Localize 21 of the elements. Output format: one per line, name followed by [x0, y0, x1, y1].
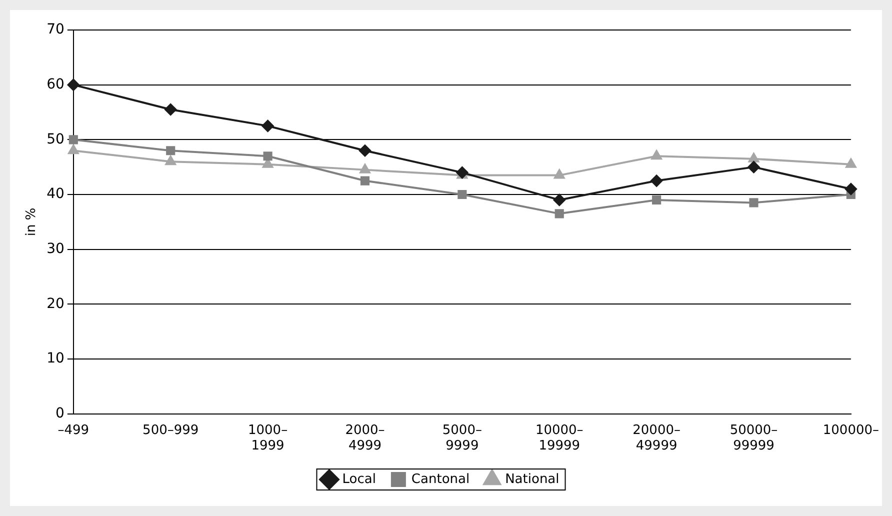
y-tick-label: 50 — [46, 131, 64, 148]
legend-label: National — [505, 472, 560, 487]
y-tick-label: 30 — [46, 240, 64, 257]
y-tick-label: 20 — [46, 296, 64, 312]
x-tick-label: –499 — [58, 422, 90, 438]
legend-label: Local — [342, 472, 376, 487]
x-tick-label: 1000–1999 — [248, 422, 288, 454]
x-tick-label: 50000–99999 — [730, 422, 778, 454]
x-tick-label: 2000–4999 — [345, 422, 385, 454]
y-tick-label: 40 — [46, 186, 64, 202]
legend-label: Cantonal — [411, 472, 470, 487]
y-tick-label: 0 — [55, 405, 64, 422]
x-tick-label: 500–999 — [142, 422, 199, 438]
x-tick-label: 100000– — [822, 422, 880, 438]
x-tick-label: 20000–49999 — [632, 422, 680, 454]
y-tick-label: 60 — [46, 76, 64, 92]
x-tick-label: 10000–19999 — [535, 422, 584, 454]
y-axis-title: in % — [24, 208, 40, 236]
y-tick-label: 70 — [46, 22, 64, 38]
y-tick-label: 10 — [46, 350, 64, 367]
x-tick-label: 5000–9999 — [442, 422, 482, 454]
